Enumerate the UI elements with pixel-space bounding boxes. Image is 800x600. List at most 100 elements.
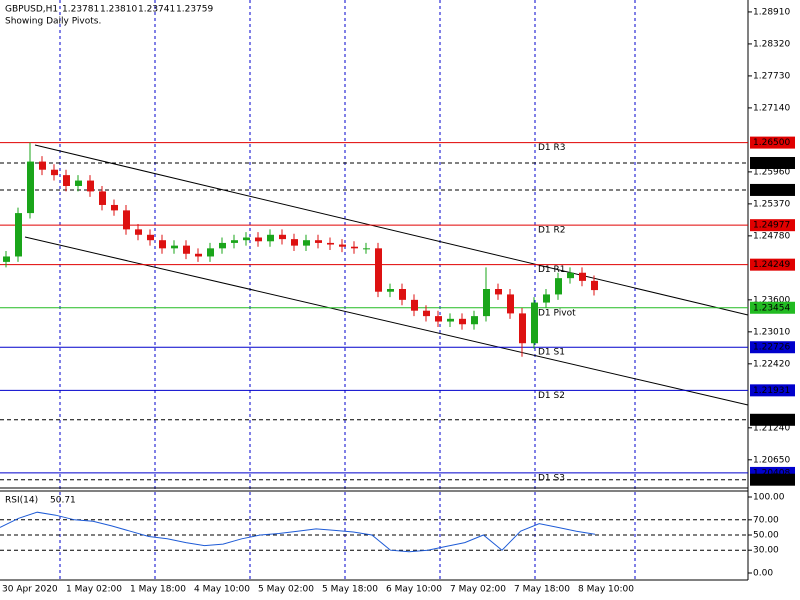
level-badge — [750, 156, 795, 169]
x-tick-label: 7 May 18:00 — [514, 585, 570, 595]
y-tick-label: 1.20650 — [753, 455, 790, 465]
level-badge — [750, 258, 795, 271]
candle-body — [243, 237, 250, 241]
candle-body — [411, 299, 418, 311]
rsi-line — [0, 511, 596, 553]
candle-body — [75, 180, 82, 186]
ohlc-value: 1.23781 — [62, 5, 99, 15]
level-name: D1 S3 — [538, 473, 565, 483]
level-name: D1 S2 — [538, 391, 565, 401]
level-label: 1.21388 — [753, 415, 790, 425]
candle-body — [315, 240, 322, 243]
x-tick-label: 1 May 02:00 — [66, 585, 122, 595]
y-tick-label: 1.22420 — [753, 359, 790, 369]
x-tick-label: 4 May 10:00 — [194, 585, 250, 595]
candle-body — [351, 246, 358, 249]
rsi-tick-label: 70.00 — [753, 515, 779, 525]
y-tick-label: 1.28910 — [753, 7, 790, 17]
candle-body — [195, 253, 202, 257]
candle-body — [543, 294, 550, 303]
level-label: 1.22726 — [753, 343, 790, 353]
level-badge — [750, 183, 795, 196]
candle-body — [63, 175, 70, 186]
rsi-tick-label: 0.00 — [753, 569, 773, 579]
y-tick-label: 1.27730 — [753, 71, 790, 81]
candle-body — [159, 240, 166, 249]
level-badge — [750, 341, 795, 354]
candle-body — [471, 316, 478, 325]
rsi-title: RSI(14) — [5, 496, 38, 506]
ohlc-value: 1.23741 — [138, 5, 175, 15]
candle-body — [399, 289, 406, 300]
level-badge — [750, 413, 795, 426]
rsi-tick-label: 30.00 — [753, 546, 779, 556]
candle-body — [327, 242, 334, 245]
level-name: D1 Pivot — [538, 308, 576, 318]
vertical-grid — [59, 0, 636, 580]
rsi-tick-label: 100.00 — [753, 493, 785, 503]
ohlc-value: 1.23759 — [176, 5, 213, 15]
symbol: GBPUSD,H1 — [5, 5, 58, 15]
level-badge — [750, 384, 795, 397]
channel-upper — [34, 144, 749, 316]
candle-body — [567, 272, 574, 279]
y-tick-label: 1.28320 — [753, 39, 790, 49]
candle-body — [123, 210, 130, 230]
candle-body — [39, 161, 46, 170]
candle-body — [423, 310, 430, 317]
level-label: 1.25627 — [753, 185, 790, 195]
candle-body — [495, 289, 502, 295]
candle-body — [27, 161, 34, 214]
level-name: D1 S1 — [538, 348, 565, 358]
candle-body — [483, 289, 490, 317]
x-tick-label: 5 May 02:00 — [258, 585, 314, 595]
candle-body — [87, 180, 94, 192]
x-tick-label: 8 May 10:00 — [578, 585, 634, 595]
candle-body — [435, 316, 442, 322]
y-tick-label: 1.21240 — [753, 423, 790, 433]
candle-body — [171, 245, 178, 249]
y-tick-label: 1.24780 — [753, 231, 790, 241]
candle-body — [387, 289, 394, 292]
level-badge — [750, 301, 795, 314]
candle-body — [15, 213, 22, 257]
candle-body — [459, 318, 466, 325]
candle-body — [447, 318, 454, 322]
candle-body — [3, 256, 10, 262]
level-label: 1.24977 — [753, 221, 790, 231]
candle-body — [579, 272, 586, 281]
candle-body — [519, 313, 526, 344]
y-tick-label: 1.27140 — [753, 103, 790, 113]
level-label: 1.20408 — [753, 468, 790, 478]
level-label: 1.21931 — [753, 386, 790, 396]
candle-body — [183, 245, 190, 254]
candle-body — [279, 234, 286, 240]
y-tick-label: 1.23010 — [753, 327, 790, 337]
level-badge — [750, 136, 795, 149]
x-tick-label: 7 May 02:00 — [450, 585, 506, 595]
level-name: D1 R3 — [538, 143, 566, 153]
x-tick-label: 5 May 18:00 — [322, 585, 378, 595]
y-tick-label: 1.25960 — [753, 167, 790, 177]
level-label: 1.20283 — [753, 475, 790, 485]
rsi-tick-label: 50.00 — [753, 531, 779, 541]
candle-body — [147, 234, 154, 241]
candle-body — [375, 248, 382, 292]
candle-body — [303, 240, 310, 246]
ohlc-value: 1.23810 — [100, 5, 137, 15]
level-badge — [750, 219, 795, 232]
candle-body — [339, 244, 346, 247]
candle-body — [231, 240, 238, 243]
level-label: 1.26500 — [753, 138, 790, 148]
candle-body — [363, 248, 370, 250]
x-tick-label: 30 Apr 2020 — [2, 585, 58, 595]
y-tick-label: 1.25370 — [753, 199, 790, 209]
rsi-last: 50.71 — [50, 496, 76, 506]
y-tick-label: 1.23600 — [753, 295, 790, 305]
x-tick-label: 6 May 10:00 — [386, 585, 442, 595]
candle-body — [507, 294, 514, 314]
candle-body — [99, 191, 106, 205]
subtitle: Showing Daily Pivots. — [5, 17, 101, 27]
x-tick-label: 1 May 18:00 — [130, 585, 186, 595]
